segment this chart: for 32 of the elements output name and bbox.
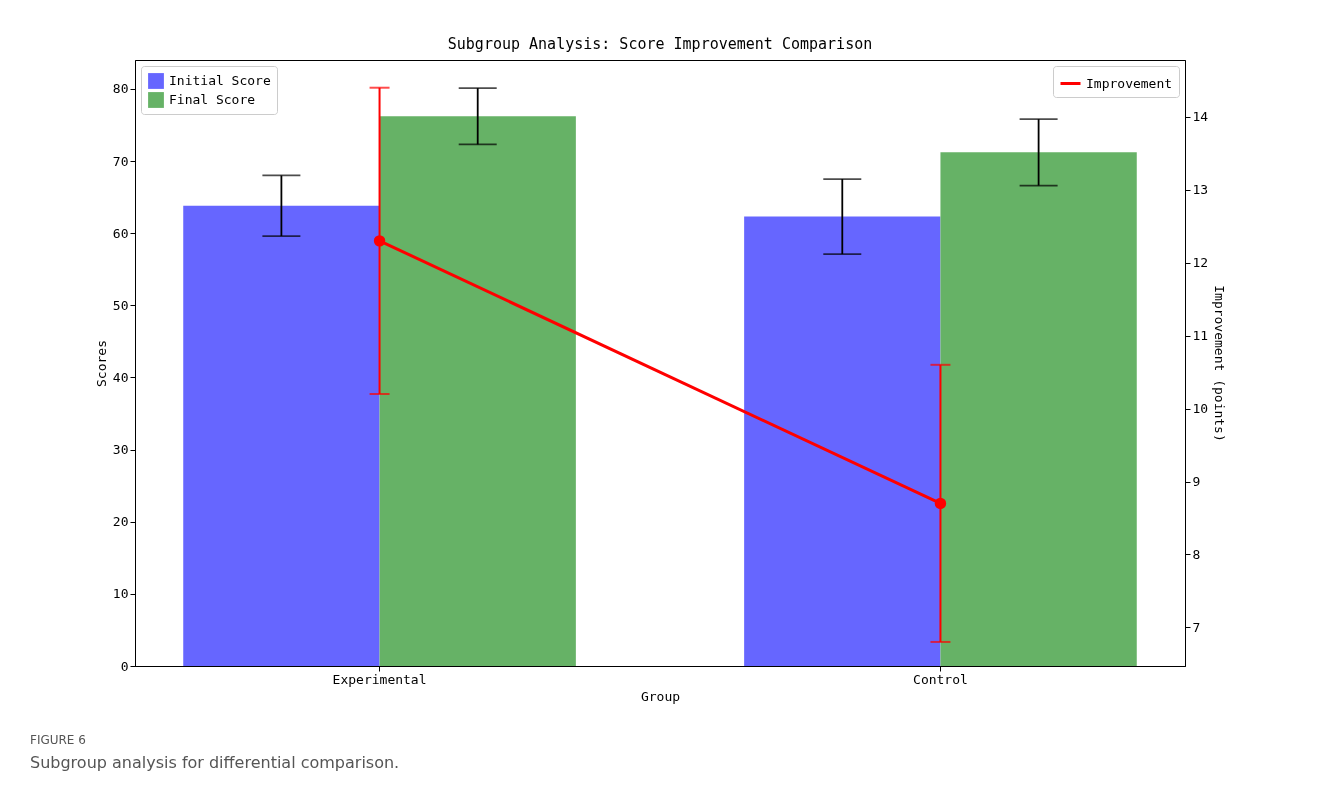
y2-tick-label: 7 <box>1192 619 1201 635</box>
y2-tick-label: 8 <box>1192 546 1201 562</box>
y-tick-label: 70 <box>112 153 129 169</box>
bar <box>744 216 941 666</box>
bar <box>379 116 576 666</box>
y2-tick-label: 12 <box>1192 255 1209 271</box>
y-tick-label: 40 <box>112 369 129 385</box>
y-tick-label: 30 <box>112 442 129 458</box>
bar <box>940 152 1137 666</box>
bar <box>183 205 380 666</box>
y2-tick-label: 9 <box>1192 474 1201 489</box>
y2-tick-label: 11 <box>1192 328 1209 344</box>
caption: FIGURE 6 <box>30 733 87 747</box>
y-tick-label: 50 <box>112 297 129 313</box>
x-tick-label: Control <box>913 671 968 687</box>
y-tick-label: 20 <box>112 514 129 530</box>
y-tick-label: 10 <box>112 586 129 602</box>
legend-label: Initial Score <box>169 73 271 88</box>
y2-tick-label: 14 <box>1192 109 1209 125</box>
y-axis-title: Scores <box>93 340 109 387</box>
legend-label: Improvement <box>1086 75 1173 91</box>
y2-tick-label: 13 <box>1192 182 1209 198</box>
y-tick-label: 60 <box>112 225 129 241</box>
x-axis-title: Group <box>640 688 681 704</box>
y-tick-label: 80 <box>112 81 129 97</box>
y2-axis-title: Improvement (points) <box>1212 285 1228 442</box>
y-tick-label: 0 <box>120 658 129 674</box>
y2-tick-label: 10 <box>1192 401 1209 417</box>
text: Subgroup analysis for differential comparison. <box>30 753 400 772</box>
x-tick-label: Experimental <box>332 671 427 687</box>
chart-title: Subgroup Analysis: Score Improvement Comparison <box>447 35 873 53</box>
legend-label: Final Score <box>169 92 256 107</box>
